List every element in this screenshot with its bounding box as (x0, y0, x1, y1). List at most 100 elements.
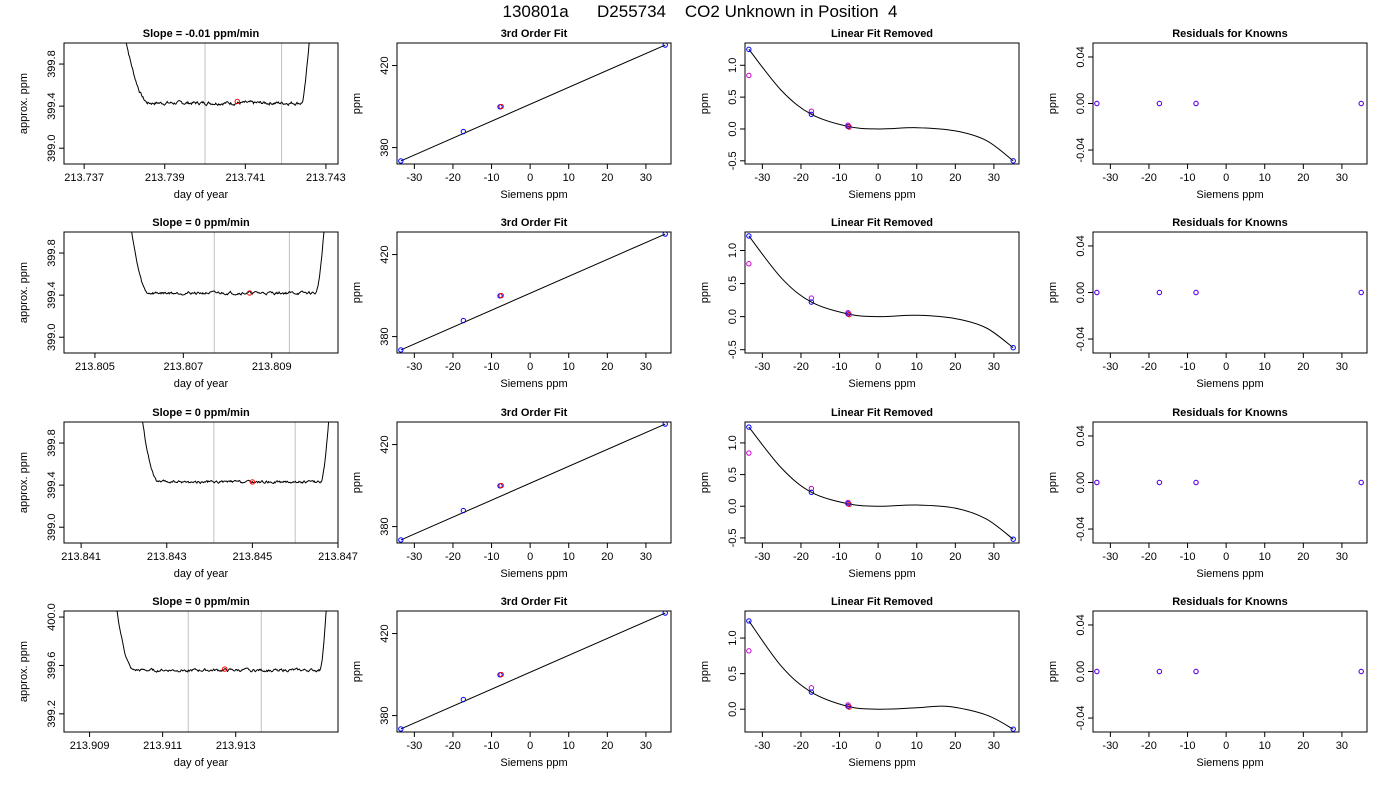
data-point-blue (746, 424, 752, 430)
x-tick-label: 20 (1297, 172, 1309, 184)
y-tick-label: -0.5 (727, 528, 739, 547)
panel-2-2: Linear Fit Removed -30 -20 -10 0 10 20 30 -0.5 0.… (699, 407, 1020, 580)
y-axis-label: ppm (699, 93, 711, 114)
y-tick-label: -0.04 (1075, 326, 1087, 351)
x-tick-label: 10 (563, 551, 575, 563)
data-point-red (846, 311, 852, 318)
data-point-blue (398, 726, 404, 732)
plot-area (746, 46, 1016, 164)
x-tick-label: -20 (1141, 551, 1157, 563)
y-tick-label: 399.4 (46, 471, 58, 499)
residual-point-blue (1358, 100, 1364, 107)
panel-title: Linear Fit Removed (831, 596, 933, 608)
panel-title: Slope = 0 ppm/min (152, 596, 250, 608)
x-tick-label: 213.805 (75, 361, 115, 373)
x-tick-label: 213.913 (216, 740, 256, 752)
plot-area (116, 611, 327, 732)
panel-1-1: 3rd Order Fit -30 -20 -10 0 10 20 30 380 420 Sieme… (351, 217, 672, 390)
fit-line (400, 612, 666, 730)
panel-3-0: Slope = 0 ppm/min 213.909 213.911 213.913 39… (18, 596, 339, 769)
x-tick-label: -10 (484, 551, 500, 563)
y-tick-label: 0.04 (1075, 235, 1087, 256)
x-tick-label: -20 (1141, 361, 1157, 373)
x-tick-label: 30 (1336, 740, 1348, 752)
data-point-magenta (746, 648, 752, 654)
x-tick-label: 0 (875, 551, 881, 563)
panel-1-2: Linear Fit Removed -30 -20 -10 0 10 20 30 -0.5 0.… (699, 217, 1020, 390)
x-axis-label: Siemens ppm (1196, 568, 1263, 580)
plot-frame (396, 42, 672, 165)
plot-frame (744, 231, 1020, 354)
x-tick-label: 10 (911, 740, 923, 752)
x-tick-label: 10 (1259, 740, 1271, 752)
x-tick-label: 0 (527, 361, 533, 373)
y-axis-label: ppm (1047, 661, 1059, 682)
data-point-blue (662, 232, 668, 237)
y-tick-label: -0.5 (727, 340, 739, 359)
y-tick-label: 380 (379, 517, 391, 535)
x-tick-label: 10 (911, 172, 923, 184)
x-tick-label: 213.911 (143, 740, 182, 752)
x-tick-label: 30 (1336, 551, 1348, 563)
x-tick-label: -30 (754, 551, 770, 563)
concentration-trace (142, 422, 330, 485)
x-tick-label: -10 (832, 740, 848, 752)
x-tick-label: -30 (1102, 551, 1118, 563)
panel-title: 3rd Order Fit (501, 28, 568, 40)
x-axis-label: Siemens ppm (848, 189, 915, 201)
y-tick-label: 380 (379, 327, 391, 345)
y-tick-label: 399.2 (46, 700, 58, 728)
x-tick-label: 20 (601, 361, 613, 373)
x-tick-label: -20 (793, 740, 809, 752)
x-tick-label: -10 (1180, 361, 1196, 373)
plot-frame (63, 231, 339, 354)
y-tick-label: 399.0 (46, 513, 58, 541)
data-point-blue (662, 611, 668, 616)
panel-3-1: 3rd Order Fit -30 -20 -10 0 10 20 30 380 420 Sieme… (351, 596, 672, 769)
panel-0-0: Slope = -0.01 ppm/min 213.737 213.739 213.7… (18, 28, 346, 201)
figure-title: 130801a D255734 CO2 Unknown in Position … (502, 2, 898, 21)
panel-title: 3rd Order Fit (501, 217, 568, 229)
mean-point (249, 479, 256, 485)
data-point-red (846, 501, 852, 508)
panel-title: Slope = 0 ppm/min (152, 217, 250, 229)
y-tick-label: 399.0 (46, 134, 58, 162)
panel-2-3: Residuals for Knowns -30 -20 -10 0 10 20 30 -0.0… (1047, 407, 1368, 580)
y-tick-label: 420 (379, 435, 391, 453)
y-tick-label: 420 (379, 56, 391, 74)
plot-area (125, 43, 310, 164)
y-axis-label: ppm (351, 282, 363, 303)
concentration-trace (116, 611, 327, 673)
panel-title: Residuals for Knowns (1172, 217, 1288, 229)
x-axis-label: day of year (174, 189, 229, 201)
plot-frame (1092, 231, 1368, 354)
y-axis-label: approx. ppm (18, 73, 30, 134)
x-tick-label: 0 (527, 740, 533, 752)
x-tick-label: 30 (640, 361, 652, 373)
data-point-blue (662, 43, 668, 48)
x-tick-label: 30 (640, 740, 652, 752)
y-axis-label: ppm (1047, 282, 1059, 303)
x-tick-label: 30 (988, 551, 1000, 563)
y-tick-label: 0.04 (1075, 425, 1087, 446)
x-tick-label: 20 (601, 740, 613, 752)
data-point-blue (746, 46, 752, 53)
plot-area (142, 422, 330, 543)
data-point-blue (460, 317, 467, 324)
y-tick-label: 399.4 (46, 281, 58, 309)
panel-1-3: Residuals for Knowns -30 -20 -10 0 10 20 30 -0.0… (1047, 217, 1368, 390)
x-tick-label: 20 (949, 361, 961, 373)
x-tick-label: 10 (911, 551, 923, 563)
x-tick-label: 0 (1223, 551, 1229, 563)
x-tick-label: -20 (445, 361, 461, 373)
x-axis-label: Siemens ppm (848, 378, 915, 390)
plot-frame (744, 421, 1020, 544)
x-tick-label: -10 (484, 361, 500, 373)
y-tick-label: 399.8 (46, 239, 58, 267)
x-tick-label: 213.843 (147, 551, 187, 563)
x-tick-label: -20 (793, 361, 809, 373)
x-axis-label: Siemens ppm (500, 189, 567, 201)
y-tick-label: -0.04 (1075, 516, 1087, 541)
x-tick-label: 0 (875, 361, 881, 373)
x-tick-label: 30 (988, 172, 1000, 184)
